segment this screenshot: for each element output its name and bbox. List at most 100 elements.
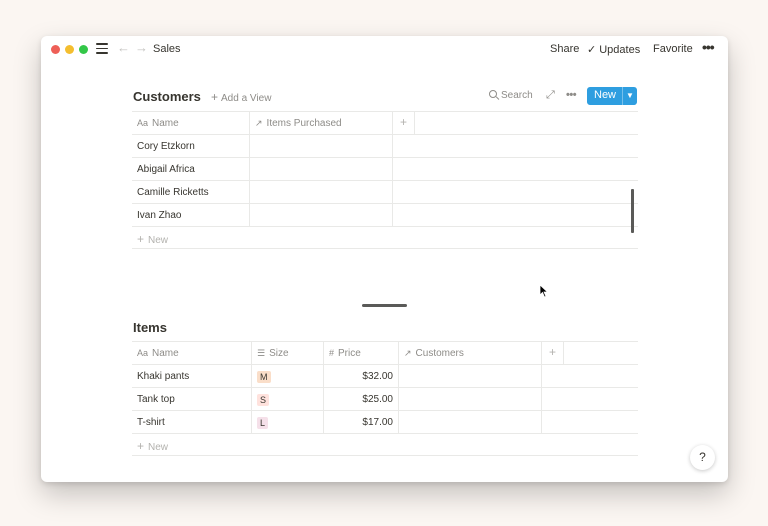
plus-icon: + [137, 232, 145, 246]
search-icon [489, 90, 497, 98]
table-row[interactable]: Ivan Zhao [132, 204, 638, 227]
empty-cell [393, 158, 638, 181]
customer-name-cell[interactable]: Camille Ricketts [132, 181, 250, 204]
column-header-items-purchased[interactable]: ↗ Items Purchased [250, 112, 393, 135]
number-icon: # [329, 348, 335, 358]
column-header-label: Customers [415, 348, 464, 359]
customer-name-cell[interactable]: Cory Etzkorn [132, 135, 250, 158]
customers-cell[interactable] [399, 411, 542, 434]
column-header-label: Price [338, 348, 361, 359]
menu-icon[interactable] [96, 43, 108, 54]
text-property-icon: Aa [137, 348, 149, 358]
table-row[interactable]: T-shirt L $17.00 [132, 411, 638, 434]
size-cell[interactable]: L [252, 411, 324, 434]
table-row[interactable]: Tank top S $25.00 [132, 388, 638, 411]
expand-icon[interactable]: ⤢ [546, 89, 555, 101]
column-header-customers[interactable]: ↗ Customers [399, 342, 542, 365]
price-cell[interactable]: $32.00 [324, 365, 399, 388]
add-column-icon[interactable]: + [542, 342, 564, 365]
title-bar: ← → Sales Share ✓ Updates Favorite ••• [41, 36, 728, 62]
customer-name-cell[interactable]: Abigail Africa [132, 158, 250, 181]
table-row[interactable]: Khaki pants M $32.00 [132, 365, 638, 388]
search-label: Search [501, 90, 533, 101]
add-new-row-button[interactable]: + New [132, 434, 638, 456]
plus-icon: + [211, 90, 219, 104]
relation-icon: ↗ [404, 348, 412, 358]
price-cell[interactable]: $17.00 [324, 411, 399, 434]
add-column-icon[interactable]: + [393, 112, 415, 135]
back-arrow-icon[interactable]: ← [117, 40, 130, 55]
customers-title[interactable]: Customers [133, 89, 201, 104]
items-title[interactable]: Items [133, 320, 167, 335]
new-record-button[interactable]: New ▼ [587, 87, 638, 105]
empty-cell [393, 135, 638, 158]
column-header-name[interactable]: Aa Name [132, 112, 250, 135]
add-new-row-button[interactable]: + New [132, 227, 638, 249]
customers-cell[interactable] [399, 388, 542, 411]
maximize-window-button[interactable] [79, 45, 88, 54]
size-tag: L [257, 417, 269, 429]
column-header-name[interactable]: Aa Name [132, 342, 252, 365]
add-view-label: Add a View [221, 93, 272, 104]
table-row[interactable]: Camille Ricketts [132, 181, 638, 204]
column-header-price[interactable]: # Price [324, 342, 399, 365]
minimize-window-button[interactable] [65, 45, 74, 54]
table-row[interactable]: Abigail Africa [132, 158, 638, 181]
items-purchased-cell[interactable] [250, 158, 393, 181]
new-button-label[interactable]: New [594, 89, 617, 101]
add-view-button[interactable]: + Add a View [211, 90, 271, 104]
table-header-row: Aa Name ↗ Items Purchased + [132, 112, 638, 135]
help-button[interactable]: ? [690, 445, 715, 470]
page-title[interactable]: Sales [153, 43, 181, 55]
column-header-label: Name [152, 348, 179, 359]
items-purchased-cell[interactable] [250, 135, 393, 158]
empty-cell [393, 204, 638, 227]
price-cell[interactable]: $25.00 [324, 388, 399, 411]
resize-handle[interactable] [362, 304, 407, 307]
plus-icon: + [137, 439, 145, 453]
more-options-icon[interactable]: ••• [702, 39, 715, 55]
chevron-down-icon[interactable]: ▼ [622, 87, 637, 105]
item-name-cell[interactable]: Tank top [132, 388, 252, 411]
list-icon: ☰ [257, 348, 266, 358]
customers-cell[interactable] [399, 365, 542, 388]
size-tag: S [257, 394, 270, 406]
scrollbar[interactable] [631, 189, 634, 233]
relation-icon: ↗ [255, 118, 263, 128]
empty-cell [542, 388, 638, 411]
column-header-size[interactable]: ☰ Size [252, 342, 324, 365]
new-row-label: New [148, 442, 169, 453]
updates-button[interactable]: ✓ Updates [587, 43, 640, 56]
column-header-label: Items Purchased [266, 118, 342, 129]
size-cell[interactable]: M [252, 365, 324, 388]
empty-cell [542, 365, 638, 388]
items-purchased-cell[interactable] [250, 181, 393, 204]
forward-arrow-icon[interactable]: → [135, 40, 148, 55]
database-options-icon[interactable]: ••• [566, 89, 577, 101]
app-window: ← → Sales Share ✓ Updates Favorite ••• Cu… [41, 36, 728, 482]
size-tag: M [257, 371, 271, 383]
customers-table: Aa Name ↗ Items Purchased + Cory Etzkorn A… [132, 111, 638, 249]
close-window-button[interactable] [51, 45, 60, 54]
column-header-label: Name [152, 118, 179, 129]
search-button[interactable]: Search [489, 90, 533, 101]
new-row-label: New [148, 235, 169, 246]
column-header-label: Size [269, 348, 289, 359]
table-row[interactable]: Cory Etzkorn [132, 135, 638, 158]
text-property-icon: Aa [137, 118, 149, 128]
table-header-row: Aa Name ☰ Size # Price ↗ Customers + [132, 342, 638, 365]
items-purchased-cell[interactable] [250, 204, 393, 227]
updates-label: Updates [599, 44, 641, 56]
mouse-cursor-icon [539, 284, 549, 298]
empty-cell [542, 411, 638, 434]
item-name-cell[interactable]: Khaki pants [132, 365, 252, 388]
empty-cell [393, 181, 638, 204]
customer-name-cell[interactable]: Ivan Zhao [132, 204, 250, 227]
favorite-button[interactable]: Favorite [653, 43, 693, 55]
share-button[interactable]: Share [550, 43, 580, 55]
header-filler [564, 342, 638, 365]
item-name-cell[interactable]: T-shirt [132, 411, 252, 434]
size-cell[interactable]: S [252, 388, 324, 411]
items-table: Aa Name ☰ Size # Price ↗ Customers + Khaki p… [132, 341, 638, 456]
header-filler [415, 112, 638, 135]
